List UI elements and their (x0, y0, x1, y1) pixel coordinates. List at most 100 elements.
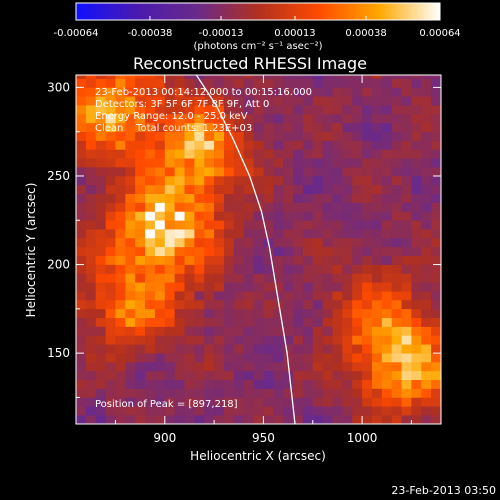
heatmap-cell (381, 397, 392, 407)
heatmap-cell (293, 149, 304, 159)
heatmap-cell (125, 415, 136, 424)
heatmap-cell (342, 113, 353, 124)
heatmap-cell (273, 78, 284, 88)
heatmap-cell (421, 255, 432, 265)
heatmap-cell (204, 406, 215, 416)
heatmap-cell (293, 397, 304, 407)
heatmap-cell (263, 105, 274, 115)
heatmap-cell (302, 175, 314, 186)
heatmap-cell (293, 379, 304, 389)
heatmap-cell (76, 131, 87, 141)
heatmap-cell (431, 415, 441, 424)
heatmap-cell (302, 361, 314, 372)
heatmap-cell (263, 131, 274, 141)
heatmap-cell (342, 406, 353, 416)
heatmap-cell (204, 122, 215, 132)
heatmap-cell (164, 113, 175, 124)
heatmap-cell (223, 140, 235, 150)
heatmap-cell (391, 202, 402, 212)
heatmap-cell (371, 388, 383, 398)
heatmap-cell (164, 273, 175, 283)
heatmap-cell (322, 246, 333, 257)
heatmap-cell (273, 291, 284, 301)
heatmap-cell (312, 87, 323, 97)
heatmap-cell (253, 193, 264, 203)
heatmap-cell (411, 158, 422, 168)
heatmap-cell (194, 229, 205, 239)
heatmap-cell (233, 140, 245, 150)
heatmap-cell (362, 370, 373, 381)
heatmap-cell (411, 122, 422, 132)
heatmap-cell (253, 344, 264, 354)
heatmap-cell (76, 370, 87, 381)
heatmap-cell (411, 246, 422, 257)
y-tick-label: 200 (47, 258, 70, 272)
heatmap-cell (362, 96, 373, 106)
heatmap-cell (283, 308, 294, 319)
heatmap-cell (302, 193, 314, 203)
heatmap-cell (125, 220, 136, 230)
heatmap-cell (342, 229, 353, 239)
heatmap-cell (115, 78, 126, 88)
heatmap-cell (135, 264, 146, 274)
heatmap-cell (381, 379, 392, 389)
heatmap-cell (302, 308, 314, 319)
heatmap-cell (194, 317, 205, 327)
heatmap-cell (154, 193, 166, 203)
heatmap-cell (401, 282, 412, 292)
heatmap-cell (322, 229, 333, 239)
heatmap-cell (312, 299, 323, 310)
heatmap-cell (312, 105, 323, 115)
heatmap-cell (174, 96, 185, 106)
heatmap-cell (362, 379, 373, 389)
heatmap-cell (273, 361, 284, 372)
heatmap-cell (184, 344, 195, 354)
heatmap-cell (125, 237, 136, 248)
heatmap-cell (283, 282, 294, 292)
heatmap-cell (85, 291, 97, 301)
heatmap-cell (283, 158, 294, 168)
heatmap-cell (115, 229, 126, 239)
heatmap-cell (125, 273, 136, 283)
heatmap-cell (233, 299, 245, 310)
heatmap-cell (421, 326, 432, 336)
y-tick-label: 300 (47, 80, 70, 94)
heatmap-cell (401, 255, 412, 265)
heatmap-cell (223, 122, 235, 132)
heatmap-cell (381, 273, 392, 283)
heatmap-cell (302, 158, 314, 168)
heatmap-cell (95, 131, 106, 141)
heatmap-cell (273, 158, 284, 168)
heatmap-cell (164, 379, 175, 389)
heatmap-cell (381, 113, 392, 124)
heatmap-cell (293, 140, 304, 150)
heatmap-cell (322, 175, 333, 186)
heatmap-cell (401, 361, 412, 372)
heatmap-cell (391, 388, 402, 398)
heatmap-cell (95, 149, 106, 159)
heatmap-cell (411, 335, 422, 345)
heatmap-cell (223, 370, 235, 381)
heatmap-cell (164, 220, 175, 230)
heatmap-cell (115, 113, 126, 124)
heatmap-cell (391, 317, 402, 327)
heatmap-cell (145, 370, 156, 381)
heatmap-cell (332, 308, 343, 319)
annotation-time-range: 23-Feb-2013 00:14:12.000 to 00:15:16.000 (95, 87, 312, 98)
heatmap-cell (204, 167, 215, 177)
heatmap-cell (342, 291, 353, 301)
heatmap-cell (391, 335, 402, 345)
heatmap-cell (145, 87, 156, 97)
heatmap-cell (312, 220, 323, 230)
heatmap-cell (154, 87, 166, 97)
heatmap-cell (135, 406, 146, 416)
heatmap-cell (401, 335, 412, 345)
heatmap-cell (371, 273, 383, 283)
heatmap-cell (174, 75, 185, 79)
heatmap-cell (421, 149, 432, 159)
heatmap-cell (204, 113, 215, 124)
heatmap-cell (214, 317, 225, 327)
heatmap-cell (253, 175, 264, 186)
heatmap-cell (164, 237, 175, 248)
